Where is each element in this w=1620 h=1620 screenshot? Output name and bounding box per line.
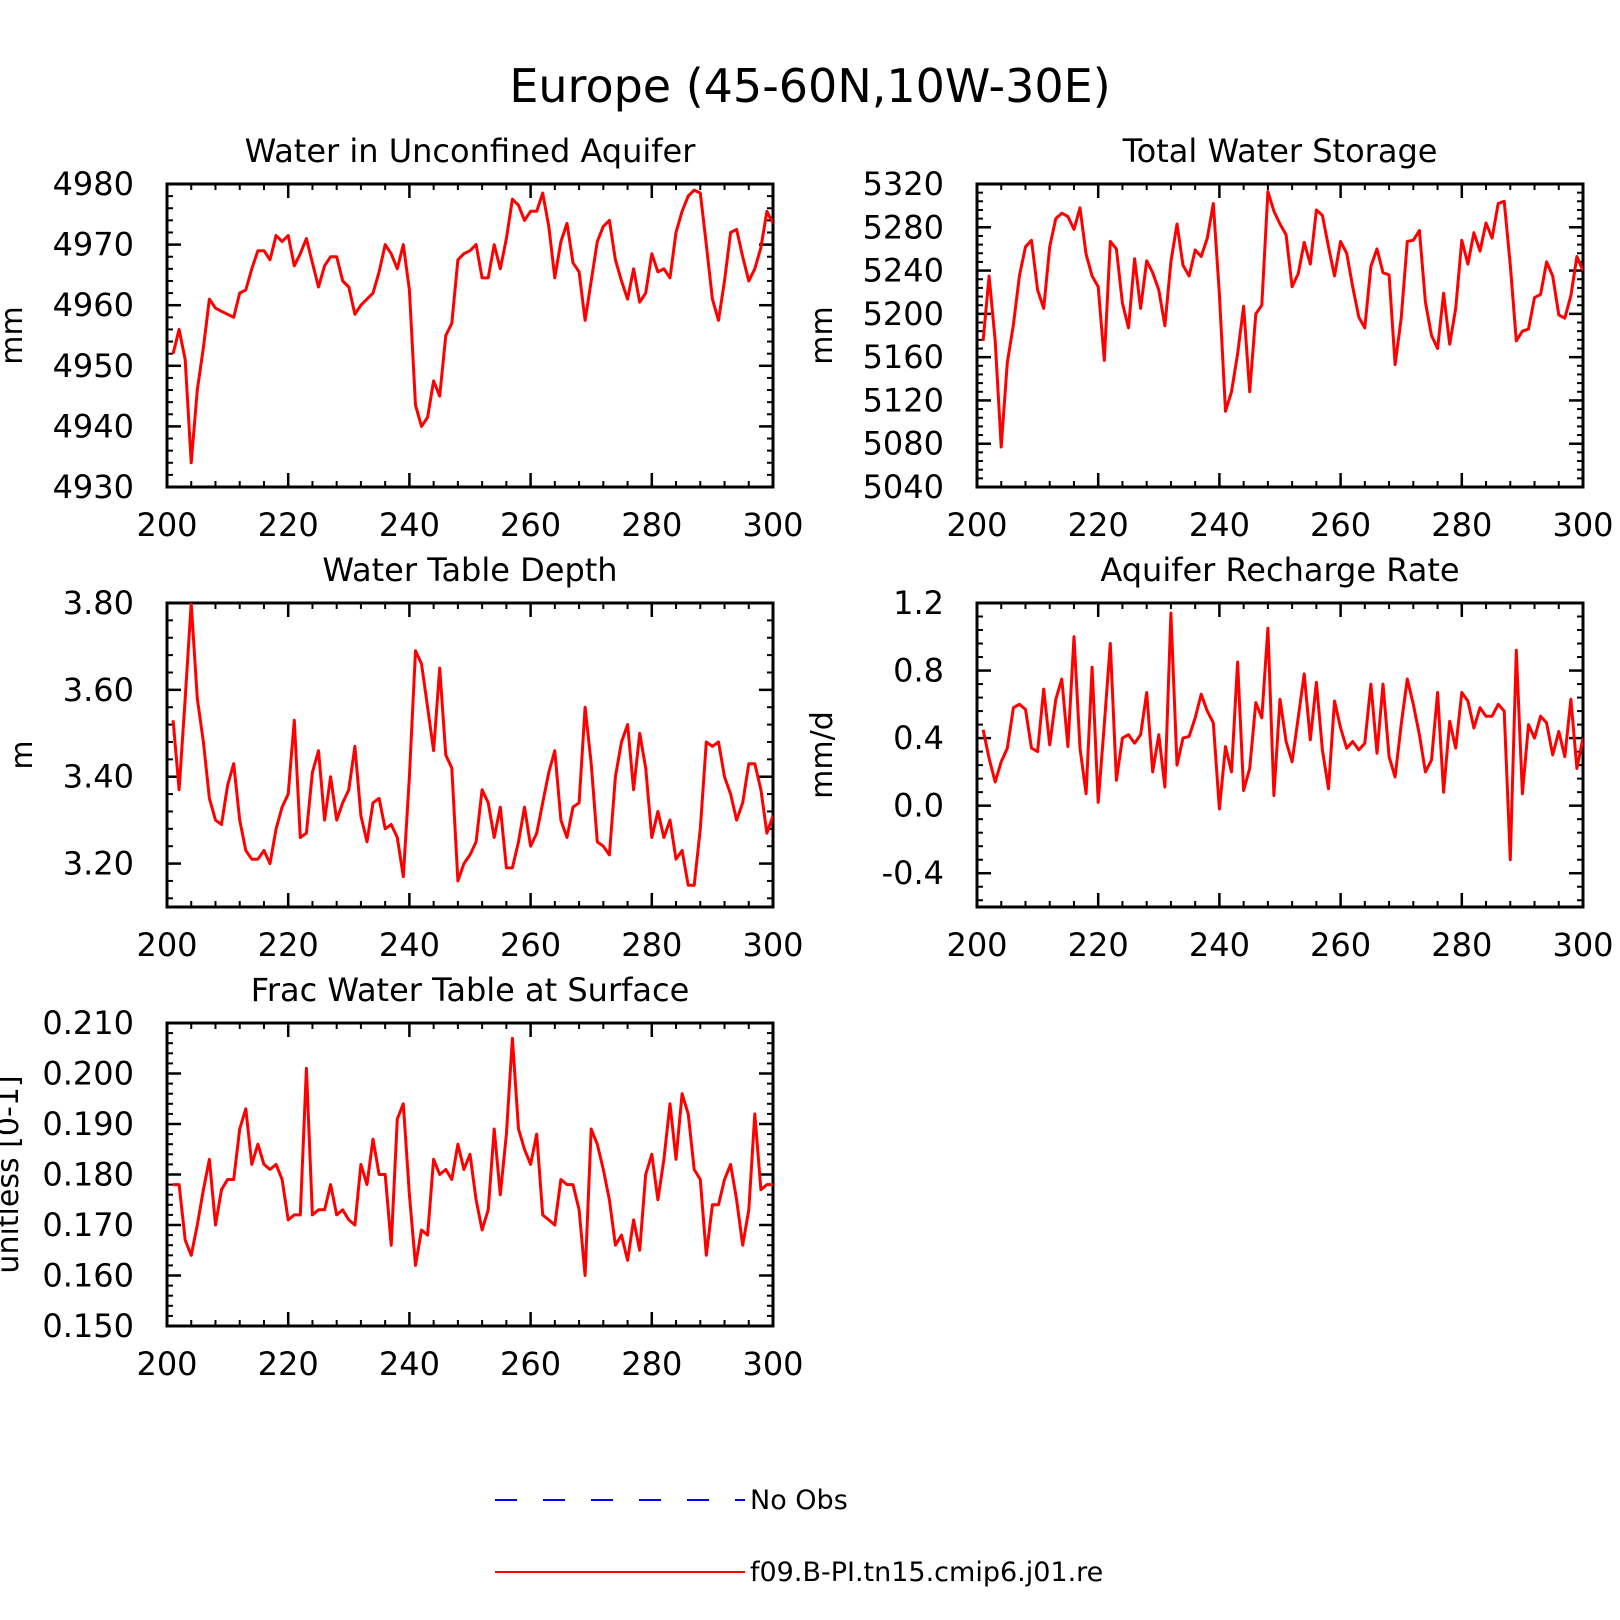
y-tick-label: 5200 — [863, 295, 944, 333]
x-tick-label: 200 — [946, 926, 1007, 964]
y-tick-label: 5280 — [863, 208, 944, 246]
x-tick-label: 220 — [1068, 506, 1129, 544]
data-series-line — [171, 603, 773, 887]
x-tick-label: 260 — [500, 926, 561, 964]
x-tick-label: 260 — [1310, 506, 1371, 544]
y-tick-label: 0.190 — [42, 1105, 134, 1143]
panel-title: Aquifer Recharge Rate — [1100, 551, 1459, 589]
x-tick-label: 200 — [946, 506, 1007, 544]
y-axis-label: mm — [805, 306, 840, 364]
y-tick-label: 0.160 — [42, 1257, 134, 1295]
y-tick-label: 3.20 — [63, 845, 134, 883]
x-tick-label: 280 — [621, 506, 682, 544]
x-tick-label: 200 — [136, 926, 197, 964]
x-tick-label: 280 — [621, 1345, 682, 1383]
x-tick-label: 260 — [500, 1345, 561, 1383]
panel-5: 200 220 240 260 280 300 0.150 0.160 0.170 0.180 0.… — [0, 971, 804, 1383]
y-axis-label: mm — [0, 306, 30, 364]
x-tick-label: 240 — [379, 926, 440, 964]
plot-frame — [165, 601, 775, 909]
y-tick-label: 5040 — [863, 468, 944, 506]
panel-title: Frac Water Table at Surface — [251, 971, 690, 1009]
x-tick-label: 300 — [742, 1345, 803, 1383]
y-tick-label: 4960 — [53, 286, 134, 324]
y-tick-label: 0.210 — [42, 1004, 134, 1042]
panels-group: 200 220 240 260 280 300 4930 4940 4950 4960 4970 49… — [0, 132, 1614, 1383]
y-tick-label: 3.80 — [63, 584, 134, 622]
y-tick-label: 5080 — [863, 425, 944, 463]
y-tick-label: 4930 — [53, 468, 134, 506]
y-tick-label: 0.170 — [42, 1206, 134, 1244]
x-tick-label: 280 — [1431, 926, 1492, 964]
plot-frame — [975, 601, 1585, 909]
y-tick-label: 4940 — [53, 407, 134, 445]
legend-label-model: f09.B-PI.tn15.cmip6.j01.re — [750, 1557, 1103, 1588]
y-tick-label: 4980 — [53, 165, 134, 203]
plot-frame — [975, 182, 1585, 489]
y-tick-label: 5160 — [863, 338, 944, 376]
x-tick-label: 200 — [136, 506, 197, 544]
x-tick-label: 300 — [1552, 506, 1613, 544]
panel-2: 200 220 240 260 280 300 5040 5080 5120 5160 5200 52… — [805, 132, 1614, 544]
legend-label-no-obs: No Obs — [750, 1485, 848, 1516]
x-tick-label: 280 — [1431, 506, 1492, 544]
y-tick-label: 0.8 — [893, 652, 944, 690]
y-axis-label: mm/d — [805, 711, 840, 799]
x-tick-label: 300 — [742, 926, 803, 964]
x-tick-label: 240 — [1189, 926, 1250, 964]
x-tick-label: 220 — [258, 926, 319, 964]
plot-frame — [165, 182, 775, 489]
panel-1: 200 220 240 260 280 300 4930 4940 4950 4960 4970 49… — [0, 132, 804, 544]
x-tick-label: 220 — [258, 1345, 319, 1383]
x-tick-label: 240 — [379, 1345, 440, 1383]
data-series-line — [171, 188, 773, 465]
x-tick-label: 260 — [500, 506, 561, 544]
y-tick-label: 0.180 — [42, 1156, 134, 1194]
y-tick-label: 0.0 — [893, 787, 944, 825]
y-tick-label: 3.60 — [63, 671, 134, 709]
x-tick-label: 220 — [1068, 926, 1129, 964]
y-axis-label: m — [5, 740, 40, 769]
y-tick-label: 0.150 — [42, 1307, 134, 1345]
x-tick-label: 220 — [258, 506, 319, 544]
panel-3: 200 220 240 260 280 300 3.20 3.40 3.60 3.80 Water … — [5, 551, 804, 964]
plot-frame — [165, 1021, 775, 1328]
figure-title: Europe (45-60N,10W-30E) — [509, 59, 1110, 113]
y-tick-label: 0.200 — [42, 1055, 134, 1093]
x-tick-label: 300 — [742, 506, 803, 544]
data-series-line — [981, 611, 1583, 862]
y-tick-label: 5320 — [863, 165, 944, 203]
y-tick-label: 4970 — [53, 226, 134, 264]
x-tick-label: 300 — [1552, 926, 1613, 964]
panel-title: Total Water Storage — [1122, 132, 1438, 170]
x-tick-label: 280 — [621, 926, 682, 964]
x-tick-label: 240 — [379, 506, 440, 544]
y-tick-label: -0.4 — [882, 854, 944, 892]
panel-title: Water Table Depth — [322, 551, 617, 589]
x-tick-label: 240 — [1189, 506, 1250, 544]
y-axis-label: unitless [0-1] — [0, 1075, 26, 1273]
y-tick-label: 4950 — [53, 347, 134, 385]
panel-4: 200 220 240 260 280 300 -0.4 0.0 0.4 0.8 1.2 Aquife… — [805, 551, 1614, 964]
y-tick-label: 1.2 — [893, 584, 944, 622]
y-tick-label: 3.40 — [63, 758, 134, 796]
data-series-line — [981, 190, 1583, 449]
y-tick-label: 5240 — [863, 252, 944, 290]
y-tick-label: 5120 — [863, 381, 944, 419]
legend: No Obs f09.B-PI.tn15.cmip6.j01.re — [495, 1485, 1103, 1588]
data-series-line — [173, 1036, 773, 1277]
x-tick-label: 260 — [1310, 926, 1371, 964]
panel-title: Water in Unconfined Aquifer — [245, 132, 697, 170]
x-tick-label: 200 — [136, 1345, 197, 1383]
y-tick-label: 0.4 — [893, 719, 944, 757]
